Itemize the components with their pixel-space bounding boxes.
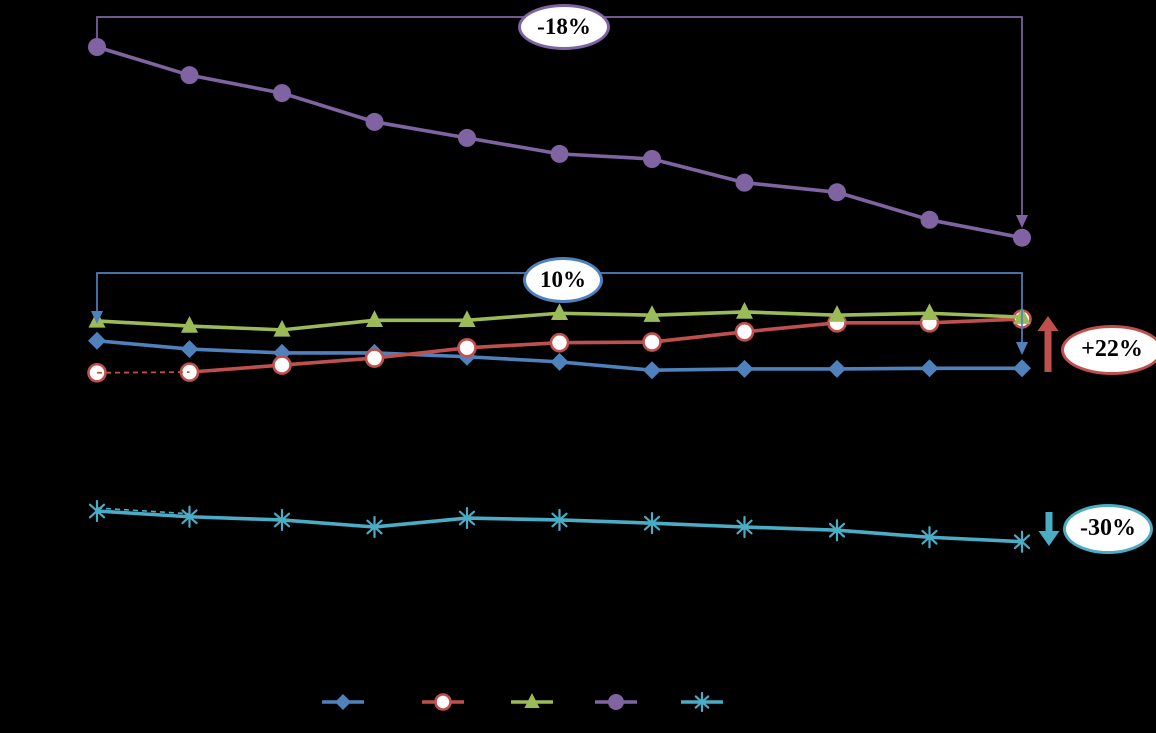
series-teal-asterisk-dashed-segment: [96, 507, 190, 515]
circle-marker-icon: [1013, 228, 1031, 247]
callout-minus-18-percent: -18%: [518, 4, 610, 50]
down-arrow-icon: [1016, 215, 1028, 228]
asterisk-marker-icon: [643, 512, 661, 535]
legend: [322, 691, 723, 713]
open-circle-marker-icon: [434, 693, 452, 711]
diamond-marker-icon: [1013, 359, 1031, 378]
circle-marker-icon: [920, 210, 939, 229]
down-arrow-icon: [1038, 531, 1060, 546]
circle-marker-icon: [458, 128, 476, 147]
diamond-marker-icon: [88, 331, 106, 350]
legend-item-series-green-triangle: [511, 693, 553, 708]
series-teal-asterisk: [88, 499, 1031, 553]
series-blue-diamond: [88, 331, 1031, 380]
legend-item-series-blue-diamond: [322, 694, 364, 710]
asterisk-marker-icon: [828, 519, 846, 542]
legend-item-series-teal-asterisk: [681, 691, 723, 713]
down-arrow-icon: [1016, 342, 1028, 355]
down-arrow-annotation: [1038, 512, 1060, 546]
diamond-marker-icon: [920, 359, 939, 378]
asterisk-marker-icon: [551, 508, 568, 532]
circle-marker-icon: [273, 84, 291, 103]
diamond-marker-icon: [735, 359, 754, 378]
callout-plus-22-percent-label: +22%: [1081, 336, 1143, 362]
circle-marker-icon: [550, 144, 569, 163]
callout-minus-30-percent-label: -30%: [1080, 515, 1136, 541]
diamond-marker-icon: [550, 352, 569, 371]
callout-10-percent-label: 10%: [540, 266, 586, 292]
diamond-marker-icon: [643, 361, 661, 380]
triangle-marker-icon: [365, 310, 384, 328]
triangle-marker-icon: [920, 303, 939, 320]
triangle-marker-icon: [828, 305, 846, 322]
circle-marker-icon: [735, 173, 754, 192]
series-red-open-circle-line: [189, 317, 1023, 374]
legend-item-series-purple-circle: [595, 694, 637, 710]
legend-item-series-red-open-circle: [422, 693, 464, 711]
triangle-marker-icon: [180, 316, 199, 333]
diamond-marker-icon: [180, 340, 199, 359]
diamond-marker-icon: [828, 359, 846, 378]
asterisk-marker-icon: [458, 506, 476, 530]
triangle-marker-icon: [643, 305, 661, 322]
triangle-marker-icon: [273, 319, 291, 337]
asterisk-marker-icon: [921, 526, 938, 549]
asterisk-marker-icon: [366, 515, 383, 539]
series-purple-circle-line: [96, 45, 1023, 240]
series-red-open-circle-dashed-segment: [96, 371, 190, 374]
diamond-marker-icon: [335, 694, 351, 710]
triangle-marker-icon: [550, 303, 569, 320]
open-circle-marker-icon: [272, 355, 292, 375]
asterisk-marker-icon: [88, 499, 106, 523]
circle-marker-icon: [643, 150, 661, 168]
triangle-marker-icon: [735, 301, 754, 319]
callout-minus-30-percent: -30%: [1063, 504, 1153, 554]
circle-marker-icon: [828, 183, 846, 202]
asterisk-marker-icon: [694, 691, 710, 713]
open-circle-marker-icon: [549, 332, 570, 353]
asterisk-marker-icon: [273, 508, 291, 532]
open-circle-marker-icon: [642, 332, 662, 352]
asterisk-marker-icon: [181, 505, 198, 528]
series-purple-circle: [88, 38, 1031, 247]
circle-marker-icon: [180, 66, 199, 85]
circle-marker-icon: [365, 112, 384, 131]
callout-10-percent: 10%: [523, 257, 603, 303]
series-green-triangle: [88, 301, 1031, 337]
triangle-marker-icon: [458, 310, 476, 328]
callout-plus-22-percent: +22%: [1061, 325, 1156, 375]
open-circle-marker-icon: [457, 337, 477, 358]
triangle-marker-icon: [524, 693, 540, 708]
down-arrow-icon: [91, 311, 103, 324]
circle-marker-icon: [608, 694, 624, 710]
asterisk-marker-icon: [1013, 530, 1031, 553]
circle-marker-icon: [88, 38, 106, 56]
open-circle-marker-icon: [364, 348, 385, 368]
callout-minus-18-percent-label: -18%: [537, 13, 591, 39]
up-arrow-icon: [1037, 316, 1059, 331]
up-arrow-annotation: [1037, 316, 1059, 372]
asterisk-marker-icon: [736, 515, 753, 539]
open-circle-marker-icon: [734, 321, 755, 342]
